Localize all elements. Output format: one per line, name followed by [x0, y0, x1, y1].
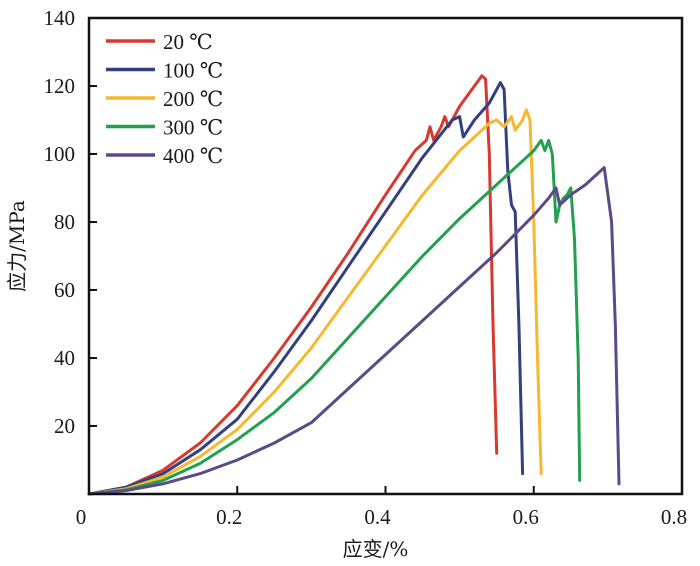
y-tick-label: 80 [54, 210, 75, 234]
y-tick-label: 20 [54, 414, 75, 438]
series-line-2 [87, 108, 543, 496]
y-tick-label: 140 [44, 6, 76, 30]
y-tick-label: 60 [54, 278, 75, 302]
legend-label: 200 ℃ [163, 87, 223, 111]
series-line-4 [87, 166, 621, 496]
series-line-3 [87, 138, 582, 496]
x-tick-label: 0.6 [513, 505, 539, 529]
legend-label: 20 ℃ [163, 30, 213, 54]
legend-label: 100 ℃ [163, 59, 223, 83]
legend-label: 400 ℃ [163, 144, 223, 168]
legend-label: 300 ℃ [163, 116, 223, 140]
x-tick-label: 0.2 [216, 505, 242, 529]
y-tick-label: 40 [54, 346, 75, 370]
x-axis-title: 应变/% [343, 537, 409, 561]
legend: 20 ℃ 100 ℃ 200 ℃ 300 ℃ 400 ℃ [106, 30, 223, 168]
x-tick-label: 0.8 [661, 505, 687, 529]
series-line-1 [87, 81, 525, 496]
y-axis-title: 应力/MPa [5, 200, 29, 292]
series-line-0 [87, 74, 499, 496]
ticks-layer: 0 0.2 0.4 0.6 0.8 20 40 60 80 100 120 140 [44, 6, 688, 529]
y-tick-label: 100 [44, 142, 76, 166]
series-layer [87, 74, 621, 496]
x-tick-label: 0.4 [364, 505, 391, 529]
y-tick-label: 120 [44, 74, 76, 98]
x-tick-label: 0 [76, 505, 87, 529]
